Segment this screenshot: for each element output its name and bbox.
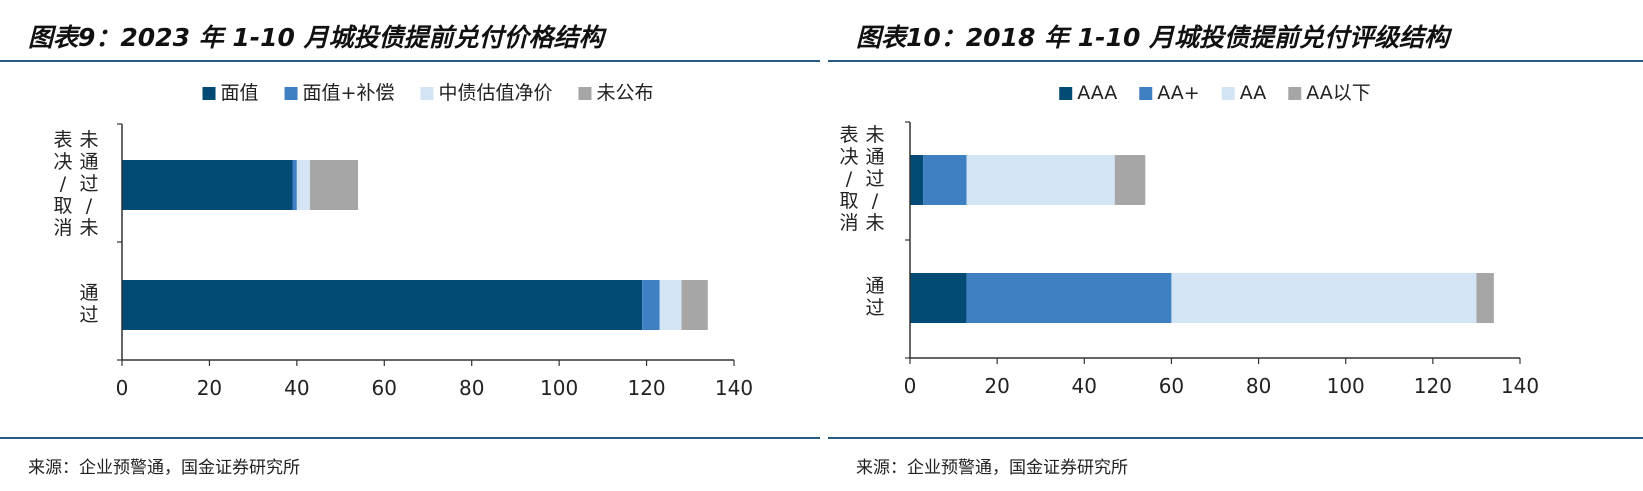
y-tick-label-char: 消 [839, 212, 858, 234]
y-tick-label-char: 表 [839, 124, 858, 146]
legend-label: AA以下 [1306, 82, 1371, 104]
bar-segment [296, 160, 310, 210]
x-tick-label: 0 [904, 374, 917, 398]
legend-item: 面值+补偿 [284, 82, 395, 104]
bar-segment [681, 280, 708, 330]
y-tick-label-char: 未 [865, 212, 884, 234]
legend-label: 面值+补偿 [303, 82, 395, 104]
chart-panel-price-structure: 图表9：2023 年 1-10 月城投债提前兑付价格结构 面值 面值+补偿 中债估值… [0, 0, 820, 491]
x-tick-label: 80 [1246, 374, 1271, 398]
bar-segment [1171, 273, 1477, 323]
x-tick-label: 60 [372, 376, 397, 400]
bar-segment [966, 273, 1172, 323]
legend: 面值 面值+补偿 中债估值净价 未公布 [202, 82, 653, 104]
bar-segment [923, 155, 967, 205]
x-tick-label: 80 [459, 376, 484, 400]
bar-segment [1114, 155, 1146, 205]
bar-segment [910, 273, 967, 323]
bottom-divider [828, 437, 1643, 439]
y-tick-label-char: 表 [53, 129, 72, 151]
legend-label: AA+ [1157, 82, 1199, 104]
bar-segment [122, 280, 643, 330]
x-tick-label: 0 [116, 376, 129, 400]
y-tick-label-char: 通 [865, 275, 884, 297]
y-tick-label-char: / [872, 190, 879, 212]
y-tick-label-char: 通 [79, 151, 98, 173]
legend-swatch [420, 87, 434, 100]
y-tick-label-char: 未 [79, 129, 98, 151]
y-tick-label-char: 未 [79, 217, 98, 239]
x-tick-label: 20 [197, 376, 222, 400]
x-tick-label: 140 [1501, 374, 1539, 398]
legend-label: AA [1240, 82, 1267, 104]
y-tick-label-char: 决 [53, 151, 72, 173]
legend-item: AA以下 [1288, 82, 1371, 104]
bar-segment [309, 160, 359, 210]
y-tick-label-char: 通 [865, 146, 884, 168]
x-tick-label: 60 [1159, 374, 1184, 398]
bar-segment [910, 155, 924, 205]
x-tick-label: 100 [540, 376, 578, 400]
legend-swatch [1288, 87, 1302, 100]
top-divider [828, 60, 1643, 62]
figure-title: 图表9：2023 年 1-10 月城投债提前兑付价格结构 [28, 23, 604, 52]
y-tick-label-char: 过 [865, 297, 884, 319]
y-tick-label-char: 未 [865, 124, 884, 146]
legend-swatch [578, 87, 592, 100]
x-tick-label: 140 [715, 376, 753, 400]
legend-item: AA [1221, 82, 1267, 104]
x-tick-label: 100 [1327, 374, 1365, 398]
legend-label: AAA [1077, 82, 1117, 104]
top-divider [0, 60, 820, 62]
bar-segment [659, 280, 682, 330]
bottom-divider [0, 437, 820, 439]
x-tick-label: 120 [1414, 374, 1452, 398]
legend-item: AA+ [1139, 82, 1200, 104]
chart-panel-rating-structure: 图表10：2018 年 1-10 月城投债提前兑付评级结构 AAA AA+ AA AA… [828, 0, 1643, 491]
y-tick-label-char: 消 [53, 217, 72, 239]
bar-segment [122, 160, 293, 210]
legend-swatch [1059, 87, 1073, 100]
y-tick-label-char: 过 [865, 168, 884, 190]
y-tick-label-char: 取 [839, 190, 858, 212]
x-tick-label: 120 [627, 376, 665, 400]
legend-item: 中债估值净价 [420, 82, 552, 104]
x-tick-label: 40 [1072, 374, 1097, 398]
legend-item: 未公布 [578, 82, 653, 104]
y-tick-label-char: 取 [53, 195, 72, 217]
legend-swatch [1221, 87, 1235, 100]
y-tick-label-char: / [846, 168, 853, 190]
legend-item: AAA [1059, 82, 1117, 104]
legend-swatch [1139, 87, 1153, 100]
legend-label: 中债估值净价 [438, 82, 552, 104]
y-tick-label-char: 过 [79, 173, 98, 195]
y-tick-label-char: 过 [79, 304, 98, 326]
legend-item: 面值 [202, 82, 259, 104]
x-tick-label: 40 [284, 376, 309, 400]
bar-segment [292, 160, 297, 210]
legend-label: 面值 [221, 82, 259, 104]
legend: AAA AA+ AA AA以下 [1059, 82, 1371, 104]
figure-title: 图表10：2018 年 1-10 月城投债提前兑付评级结构 [856, 23, 1450, 52]
y-tick-label-char: / [60, 173, 67, 195]
legend-label: 未公布 [596, 82, 653, 104]
y-tick-label-char: 决 [839, 146, 858, 168]
x-tick-label: 20 [984, 374, 1009, 398]
legend-swatch [284, 87, 298, 100]
y-tick-label-char: / [86, 195, 93, 217]
bar-segment [1476, 273, 1494, 323]
bar-segment [642, 280, 660, 330]
source-note: 来源：企业预警通，国金证券研究所 [28, 458, 300, 478]
legend-swatch [202, 87, 216, 100]
source-note: 来源：企业预警通，国金证券研究所 [856, 458, 1128, 478]
bar-segment [966, 155, 1115, 205]
y-tick-label-char: 通 [79, 282, 98, 304]
